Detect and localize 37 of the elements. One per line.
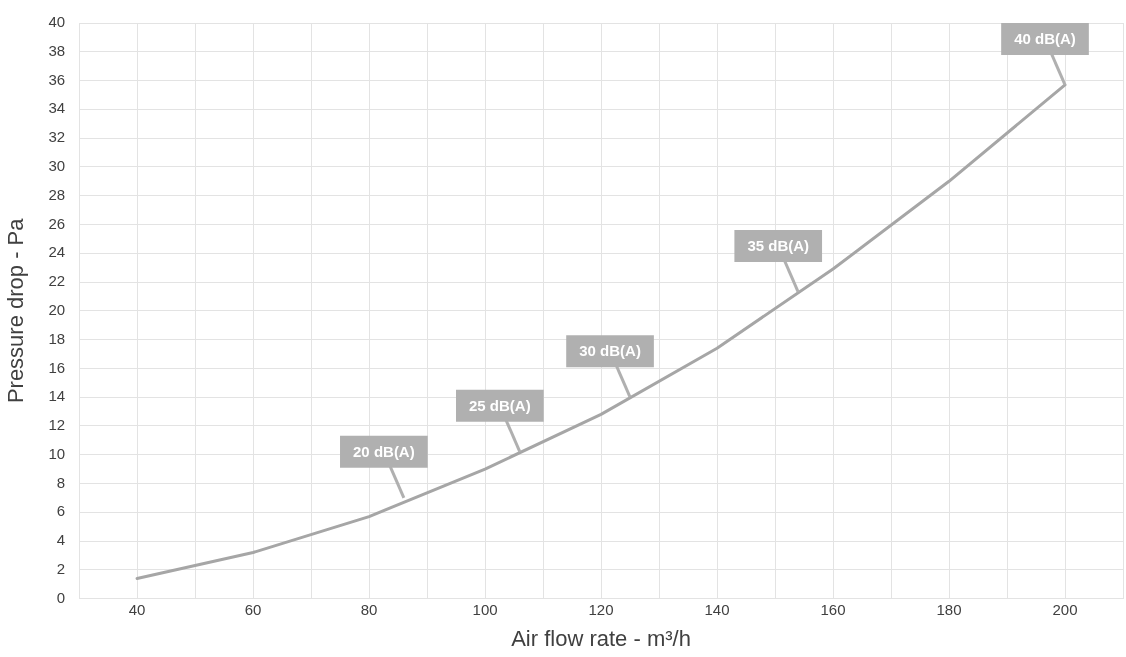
annotation: 30 dB(A) [579, 342, 641, 360]
y-tick-label: 10 [48, 444, 66, 462]
y-tick-label: 20 [48, 300, 66, 318]
annotation: 35 dB(A) [747, 237, 810, 255]
annotation: 20 dB(A) [353, 443, 415, 461]
y-axis-title: Pressure drop - Pa [3, 217, 29, 404]
y-tick-label: 26 [48, 214, 66, 232]
y-tick-label: 12 [48, 416, 66, 434]
y-tick-label: 18 [48, 329, 66, 347]
y-tick-label: 34 [48, 99, 66, 117]
y-tick-label: 14 [48, 387, 66, 405]
y-tick-label: 8 [56, 473, 66, 491]
x-axis-title: Air flow rate - m³/h [511, 625, 691, 651]
x-tick-label: 100 [472, 600, 498, 618]
annotation: 25 dB(A) [469, 396, 531, 414]
x-tick-label: 40 [128, 600, 146, 618]
x-tick-label: 180 [936, 600, 962, 618]
y-tick-label: 16 [48, 358, 66, 376]
y-tick-label: 24 [48, 243, 66, 261]
y-tick-label: 22 [48, 272, 66, 290]
y-tick-label: 4 [56, 531, 66, 549]
y-tick-label: 40 [48, 13, 66, 31]
x-tick-label: 80 [360, 600, 378, 618]
y-tick-label: 28 [48, 185, 66, 203]
x-tick-label: 60 [244, 600, 262, 618]
annotation: 40 dB(A) [1014, 30, 1076, 48]
y-tick-label: 6 [56, 502, 66, 520]
y-tick-label: 30 [48, 157, 66, 175]
x-tick-label: 200 [1052, 600, 1078, 618]
y-tick-label: 0 [56, 588, 66, 606]
x-tick-label: 140 [704, 600, 730, 618]
y-tick-label: 38 [48, 41, 66, 59]
x-tick-label: 160 [820, 600, 846, 618]
x-tick-label: 120 [588, 600, 614, 618]
y-tick-label: 2 [56, 559, 66, 577]
y-tick-label: 36 [48, 70, 66, 88]
y-tick-label: 32 [48, 128, 66, 146]
